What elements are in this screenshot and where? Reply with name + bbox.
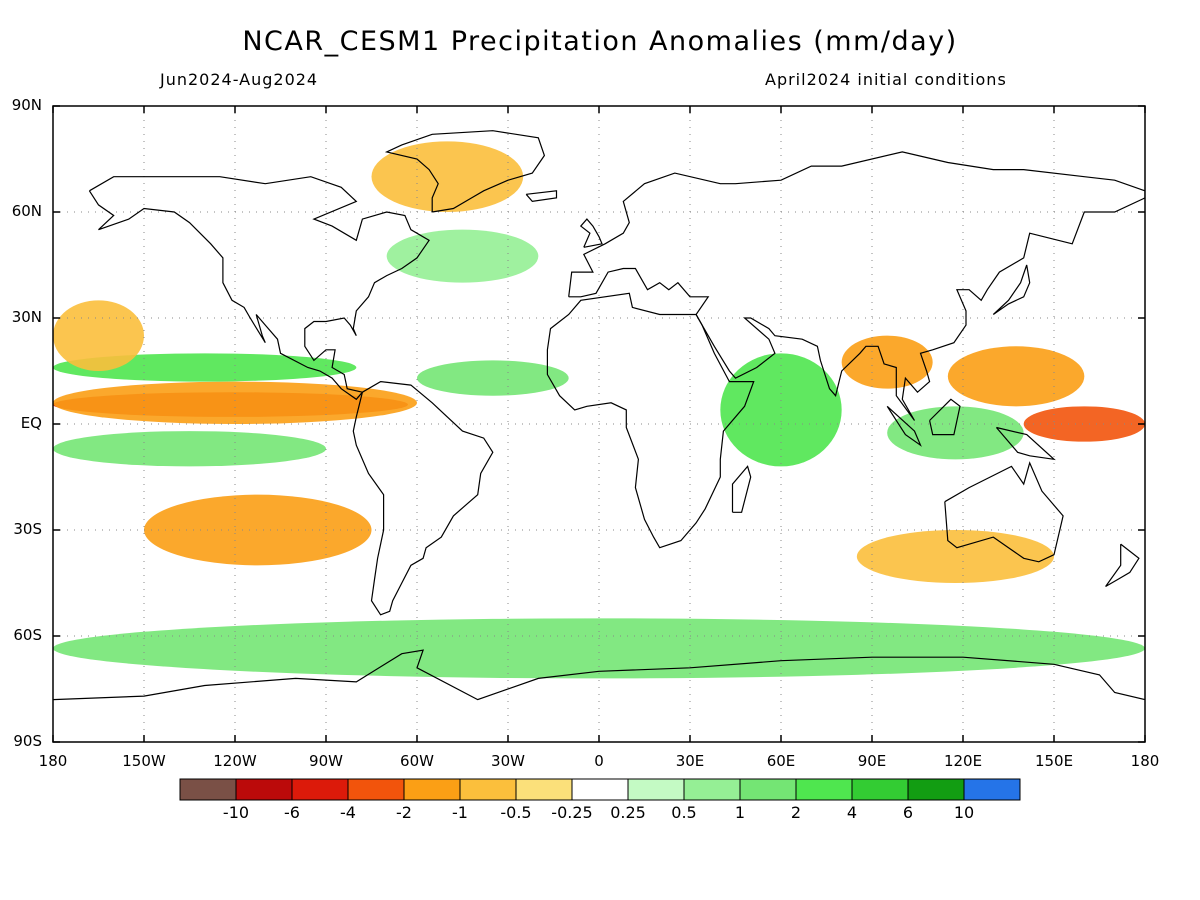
coastline-iceland: [525, 190, 558, 203]
coastline-greenland: [384, 130, 546, 213]
colorbar-swatch: [683, 778, 741, 801]
colorbar-label: -1: [452, 803, 468, 822]
coastline-eurasia: [568, 151, 1145, 421]
colorbar-swatch: [907, 778, 965, 801]
lon-label: 90W: [309, 752, 343, 770]
lon-label: 150E: [1034, 752, 1074, 770]
colorbar-swatch: [515, 778, 573, 801]
lon-label: 60W: [400, 752, 434, 770]
colorbar-label: -4: [340, 803, 356, 822]
lon-label: 30E: [675, 752, 705, 770]
lat-label: 60S: [13, 626, 42, 644]
lat-label: 90N: [11, 96, 42, 114]
lon-label: 150W: [122, 752, 166, 770]
coastline-africa: [546, 292, 755, 549]
colorbar-swatch: [795, 778, 853, 801]
lon-label: 180: [38, 752, 68, 770]
colorbar: [179, 778, 1021, 801]
coastline-new-guinea: [995, 426, 1056, 461]
axis-ticks: [52, 105, 1146, 743]
colorbar-swatch: [459, 778, 517, 801]
lon-label: 0: [594, 752, 604, 770]
colorbar-swatch: [235, 778, 293, 801]
lat-label: 30S: [13, 520, 42, 538]
anomaly-region-atlantic-itcz-wet: [417, 360, 569, 396]
colorbar-swatch: [291, 778, 349, 801]
coastline-new-zealand: [1105, 543, 1140, 588]
colorbar-swatch: [627, 778, 685, 801]
colorbar-label: -2: [396, 803, 412, 822]
colorbar-swatch: [739, 778, 797, 801]
anomaly-region-north-atlantic-wet: [386, 229, 539, 283]
lat-label: 60N: [11, 202, 42, 220]
anomaly-field: [53, 141, 1145, 679]
colorbar-swatch: [347, 778, 405, 801]
lon-label: 180: [1130, 752, 1160, 770]
forecast-period: Jun2024-Aug2024: [160, 70, 319, 89]
coastline-south-america: [352, 380, 494, 616]
colorbar-label: -0.5: [500, 803, 532, 822]
colorbar-swatch: [851, 778, 909, 801]
colorbar-label: 1: [734, 803, 746, 822]
colorbar-label: -6: [284, 803, 300, 822]
anomaly-region-bay-of-bengal-dry: [841, 335, 933, 389]
anomaly-region-eq-pacific-wet-south: [53, 431, 326, 467]
colorbar-label: 0.25: [610, 803, 646, 822]
anomaly-region-greenland-dry: [371, 141, 524, 212]
coastline-antarctica: [53, 649, 1145, 701]
coastline-madagascar: [731, 465, 752, 513]
colorbar-label: 6: [902, 803, 914, 822]
colorbar-label: 0.5: [671, 803, 697, 822]
anomaly-region-west-pacific-dry: [1023, 406, 1145, 442]
map-title: NCAR_CESM1 Precipitation Anomalies (mm/d…: [242, 26, 958, 57]
coastline-britain: [579, 218, 603, 248]
coastline-north-america: [88, 176, 430, 401]
colorbar-label: 4: [846, 803, 858, 822]
lat-label: 90S: [13, 732, 42, 750]
lon-label: 30W: [491, 752, 525, 770]
coastline-japan: [992, 264, 1031, 315]
lon-label: 90E: [857, 752, 887, 770]
coastline-australia: [944, 461, 1064, 563]
lat-label: 30N: [11, 308, 42, 326]
coastline-sumatra: [886, 405, 922, 447]
colorbar-swatch: [179, 778, 237, 801]
anomaly-region-southern-ocean-wet: [53, 618, 1145, 679]
anomaly-region-south-pacific-dry: [144, 494, 372, 566]
lon-label: 120W: [213, 752, 257, 770]
initial-conditions: April2024 initial conditions: [765, 70, 1007, 89]
anomaly-region-subtropical-npac-dry: [53, 300, 144, 371]
coastline-borneo: [929, 398, 961, 436]
colorbar-label: -10: [222, 803, 250, 822]
anomaly-region-philippine-sea-dry: [947, 346, 1085, 407]
colorbar-swatch: [403, 778, 461, 801]
graticule: [53, 106, 1145, 742]
lon-label: 120E: [943, 752, 983, 770]
anomaly-region-eq-pacific-dry-band: [53, 381, 417, 424]
anomaly-region-south-indian-dry: [856, 530, 1054, 583]
anomaly-region-maritime-continent-wet: [887, 406, 1024, 460]
colorbar-swatch: [963, 778, 1021, 801]
coastlines: [53, 130, 1145, 701]
colorbar-label: 2: [790, 803, 802, 822]
lon-label: 60E: [766, 752, 796, 770]
colorbar-label: -0.25: [551, 803, 593, 822]
colorbar-label: 10: [953, 803, 975, 822]
lat-label: EQ: [20, 414, 42, 432]
colorbar-swatch: [571, 778, 629, 801]
